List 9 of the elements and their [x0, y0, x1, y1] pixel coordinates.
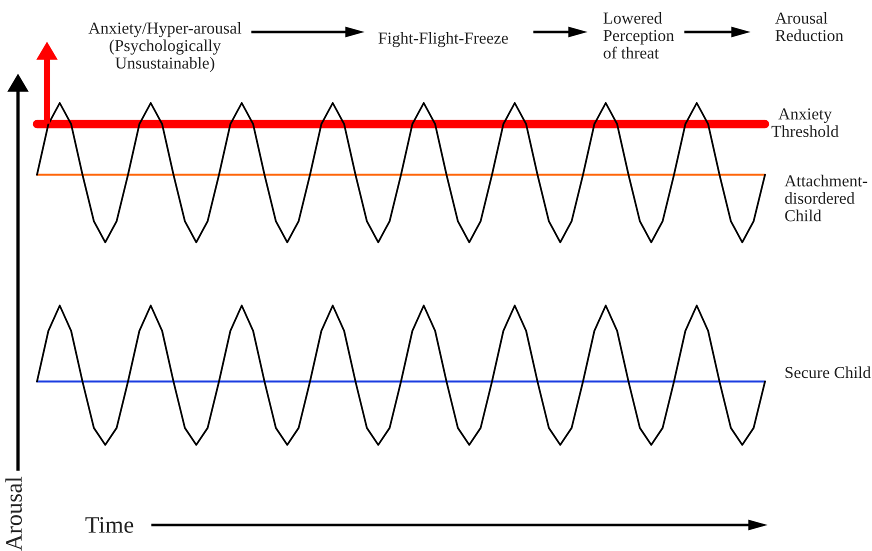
- y-axis-title: Arousal: [5, 476, 22, 551]
- text: Arousal Reduction: [775, 12, 844, 42]
- text: Fight-Flight-Freeze: [378, 32, 508, 48]
- ref-line-label: Anxiety Threshold: [772, 108, 839, 137]
- series-label: Secure Child: [786, 366, 871, 378]
- text: Lowered Perception of threat: [603, 12, 674, 59]
- text: Anxiety/Hyper-arousal (Psychologically Unsustainable): [88, 22, 242, 72]
- series-label: Attachment- disordered Child: [784, 174, 868, 222]
- x-axis-title: Time: [85, 517, 134, 533]
